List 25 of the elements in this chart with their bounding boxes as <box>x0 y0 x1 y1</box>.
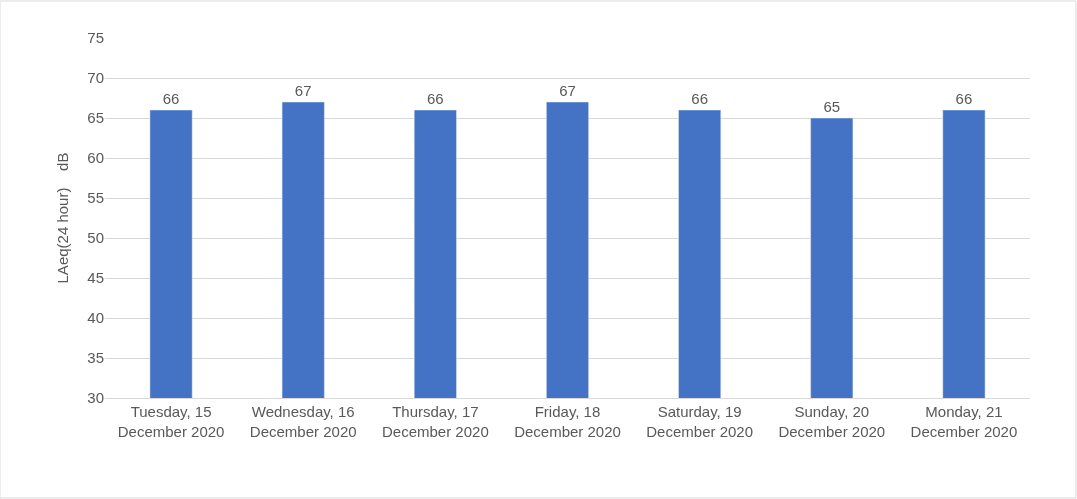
x-tick-label: Tuesday, 15 December 2020 <box>117 403 225 440</box>
data-label: 65 <box>823 98 841 115</box>
data-label: 66 <box>955 90 973 107</box>
y-tick-label: 35 <box>87 349 104 367</box>
y-tick-label: 60 <box>87 149 104 167</box>
data-label: 67 <box>559 82 576 99</box>
x-tick-label: Friday, 18 December 2020 <box>514 403 621 440</box>
x-tick-label: Sunday, 20 December 2020 <box>778 403 886 440</box>
x-tick-label: Saturday, 19 December 2020 <box>646 403 754 440</box>
x-tick-label: Monday, 21 December 2020 <box>910 403 1018 440</box>
y-axis-title: LAeq(24 hour) dB <box>53 152 71 284</box>
x-tick-label: Wednesday, 16 December 2020 <box>249 403 357 440</box>
y-tick-label: 55 <box>87 189 104 207</box>
y-tick-label: 40 <box>87 309 104 327</box>
data-label: 66 <box>162 90 180 107</box>
y-tick-label: 50 <box>87 229 104 247</box>
data-label: 66 <box>427 90 444 107</box>
y-tick-label: 75 <box>87 29 104 47</box>
y-tick-label: 45 <box>87 269 104 287</box>
x-tick-label: Thursday, 17 December 2020 <box>381 403 489 440</box>
data-label: 67 <box>294 82 312 99</box>
y-tick-label: 65 <box>87 109 104 127</box>
data-label: 66 <box>691 90 708 107</box>
y-tick-label: 30 <box>87 389 104 407</box>
y-tick-label: 70 <box>87 69 104 87</box>
